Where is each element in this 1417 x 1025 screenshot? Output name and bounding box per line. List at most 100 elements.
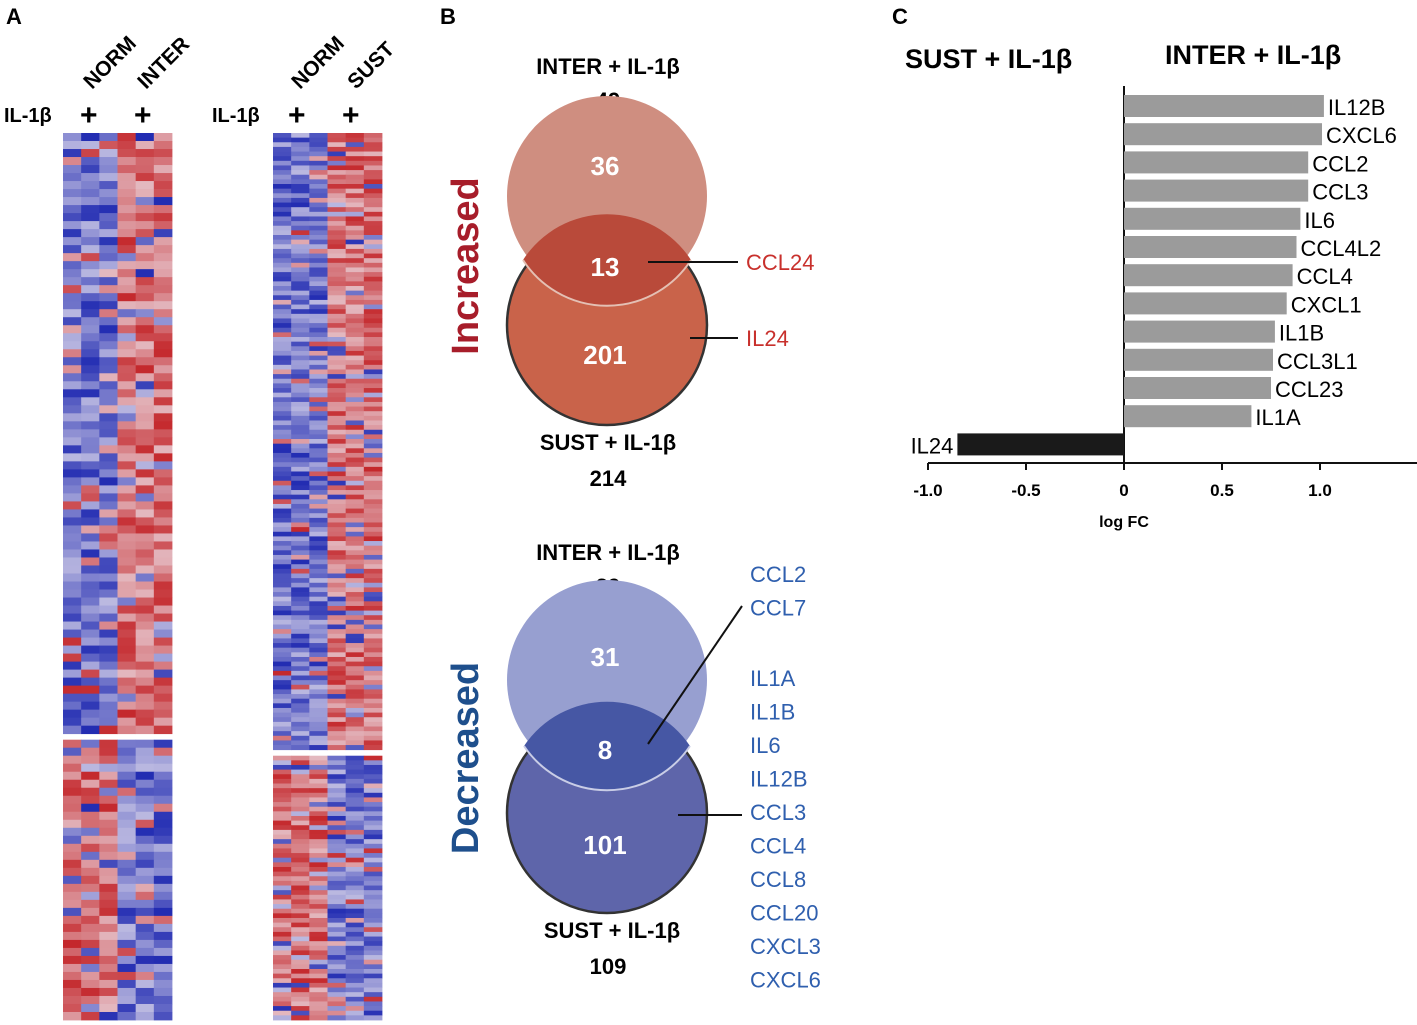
heatmap-cell bbox=[327, 680, 347, 686]
heatmap-cell bbox=[345, 797, 365, 803]
heatmap-cell bbox=[81, 149, 100, 158]
heatmap-cell bbox=[291, 908, 310, 914]
heatmap-cell bbox=[327, 843, 347, 849]
heatmap-cell bbox=[363, 587, 383, 593]
heatmap-cell bbox=[291, 624, 310, 630]
heatmap-cell bbox=[81, 477, 100, 486]
heatmap-cell bbox=[345, 857, 365, 863]
heatmap-cell bbox=[309, 323, 328, 329]
heatmap-cell bbox=[291, 383, 310, 389]
heatmap-cell bbox=[273, 684, 292, 690]
heatmap-cell bbox=[153, 795, 173, 805]
heatmap-cell bbox=[63, 851, 82, 861]
heatmap-cell bbox=[345, 670, 365, 676]
heatmap-cell bbox=[135, 541, 155, 550]
heatmap-cell bbox=[309, 406, 328, 412]
heatmap-cell bbox=[291, 568, 310, 574]
heatmap-cell bbox=[273, 341, 292, 347]
heatmap-cell bbox=[327, 689, 347, 695]
heatmap-cell bbox=[291, 862, 310, 868]
heatmap-cell bbox=[363, 429, 383, 435]
heatmap-cell bbox=[117, 157, 137, 166]
heatmap-cell bbox=[273, 839, 292, 845]
heatmap-cell bbox=[345, 462, 365, 468]
heatmap-cell bbox=[81, 709, 100, 719]
dec-bottom-gene-ccl4: CCL4 bbox=[750, 834, 806, 859]
heatmap-cell bbox=[363, 945, 383, 951]
heatmap-cell bbox=[81, 493, 100, 502]
heatmap-cell bbox=[63, 349, 82, 358]
heatmap-cell bbox=[327, 987, 347, 993]
heatmap-cell bbox=[153, 165, 173, 174]
heatmap-cell bbox=[291, 202, 310, 208]
heatmap-cell bbox=[153, 819, 173, 829]
heatmap-cell bbox=[363, 485, 383, 491]
heatmap-cell bbox=[345, 703, 365, 709]
x-axis-title: log FC bbox=[1099, 514, 1149, 531]
heatmap-cell bbox=[291, 323, 310, 329]
heatmap-cell bbox=[309, 156, 328, 162]
heatmap-cell bbox=[99, 533, 118, 542]
heatmap-cell bbox=[135, 787, 155, 797]
heatmap-cell bbox=[363, 876, 383, 882]
heatmap-cell bbox=[117, 747, 137, 757]
heatmap-cell bbox=[273, 170, 292, 176]
heatmap-cell bbox=[291, 142, 310, 148]
heatmap-cell bbox=[81, 589, 100, 598]
heatmap-cell bbox=[135, 261, 155, 270]
heatmap-cell bbox=[363, 964, 383, 970]
heatmap-cell bbox=[117, 405, 137, 414]
heatmap-cell bbox=[135, 763, 155, 773]
inc-bottom-unique: 201 bbox=[583, 340, 626, 370]
heatmap-cell bbox=[63, 725, 82, 735]
heatmap-cell bbox=[99, 341, 118, 350]
heatmap-cell bbox=[81, 221, 100, 230]
heatmap-cell bbox=[99, 549, 118, 558]
heatmap-cell bbox=[81, 763, 100, 773]
heatmap-cell bbox=[99, 875, 118, 885]
heatmap-cell bbox=[291, 992, 310, 998]
heatmap-cell bbox=[345, 698, 365, 704]
heatmap-cell bbox=[345, 941, 365, 947]
heatmap-cell bbox=[117, 955, 137, 965]
heatmap-cell bbox=[309, 978, 328, 984]
heatmap-cell bbox=[153, 173, 173, 182]
heatmap-cell bbox=[345, 978, 365, 984]
heatmap-cell bbox=[273, 1015, 292, 1021]
heatmap-cell bbox=[291, 778, 310, 784]
heatmap-cell bbox=[117, 1011, 137, 1021]
heatmap-cell bbox=[273, 193, 292, 199]
heatmap-cell bbox=[81, 485, 100, 494]
heatmap-cell bbox=[135, 1011, 155, 1021]
heatmap-cell bbox=[291, 731, 310, 737]
heatmap-cell bbox=[327, 216, 347, 222]
heatmap-cell bbox=[273, 197, 292, 203]
heatmap-cell bbox=[327, 913, 347, 919]
heatmap-cell bbox=[99, 613, 118, 622]
bar-label-ccl23: CCL23 bbox=[1275, 377, 1343, 402]
heatmap-cell bbox=[309, 931, 328, 937]
heatmap-cell bbox=[345, 397, 365, 403]
heatmap-cell bbox=[81, 931, 100, 941]
heatmap-cell bbox=[309, 638, 328, 644]
heatmap-cell bbox=[63, 811, 82, 821]
heatmap-cell bbox=[273, 202, 292, 208]
heatmap-cell bbox=[135, 709, 155, 719]
heatmap-cell bbox=[135, 947, 155, 957]
heatmap-cell bbox=[345, 517, 365, 523]
heatmap-cell bbox=[63, 213, 82, 222]
heatmap-cell bbox=[291, 480, 310, 486]
heatmap-cell bbox=[345, 820, 365, 826]
heatmap-cell bbox=[99, 349, 118, 358]
heatmap-cell bbox=[117, 421, 137, 430]
heatmap-cell bbox=[345, 248, 365, 254]
heatmap-cell bbox=[309, 675, 328, 681]
heatmap-cell bbox=[63, 381, 82, 390]
heatmap-cell bbox=[345, 675, 365, 681]
heatmap-cell bbox=[273, 225, 292, 231]
heatmap-cell bbox=[81, 693, 100, 703]
heatmap-cell bbox=[135, 525, 155, 534]
heatmap-cell bbox=[309, 764, 328, 771]
heatmap-cell bbox=[117, 205, 137, 214]
heatmap-cell bbox=[153, 421, 173, 430]
